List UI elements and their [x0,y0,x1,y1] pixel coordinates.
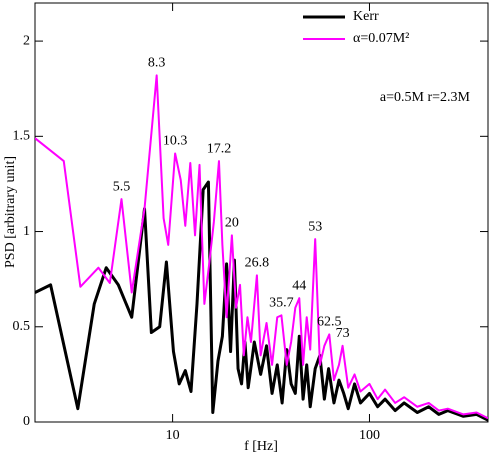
x-tick-label: 100 [359,428,380,443]
legend-label: Kerr [353,9,379,24]
peak-label: 8.3 [148,56,166,71]
peak-label: 17.2 [207,141,232,156]
peak-label: 53 [308,219,322,234]
x-tick-label: 10 [166,428,180,443]
y-tick-label: 0 [23,414,30,429]
peak-label: 73 [336,326,350,341]
peak-label: 5.5 [113,179,131,194]
peak-label: 44 [292,278,306,293]
peak-label: 35.7 [269,296,294,311]
plot-frame [34,2,489,423]
series-line [35,180,488,422]
note: a=0.5M r=2.3M [380,90,471,105]
y-tick-label: 0.5 [13,319,31,334]
y-tick-label: 2 [23,33,30,48]
legend-label: α=0.07M² [353,31,409,46]
series-line [35,74,488,420]
peak-label: 62.5 [317,315,342,330]
y-axis-label: PSD [arbitrary unit] [3,156,18,268]
y-tick-label: 1.5 [13,129,31,144]
peak-label: 26.8 [245,256,270,271]
x-axis-label: f [Hz] [244,439,278,454]
peak-label: 10.3 [163,134,188,149]
peak-label: 20 [225,216,239,231]
y-tick-label: 1 [23,224,30,239]
